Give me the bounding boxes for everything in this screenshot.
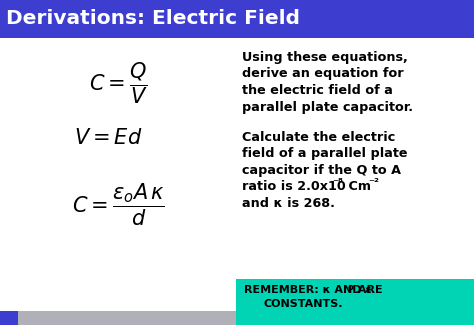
Text: CONSTANTS.: CONSTANTS. xyxy=(264,299,344,309)
Bar xyxy=(0,0,474,38)
Text: Using these equations,: Using these equations, xyxy=(242,51,408,64)
Bar xyxy=(18,311,236,325)
Bar xyxy=(0,311,18,325)
Text: and κ is 268.: and κ is 268. xyxy=(242,197,335,210)
Text: $C = \dfrac{Q}{V}$: $C = \dfrac{Q}{V}$ xyxy=(89,60,147,106)
Text: REMEMBER: κ AND ε: REMEMBER: κ AND ε xyxy=(244,285,372,295)
Text: ⁻²: ⁻² xyxy=(368,178,379,188)
Text: ARE: ARE xyxy=(354,285,383,295)
Text: Derivations: Electric Field: Derivations: Electric Field xyxy=(6,9,300,29)
Text: $V = Ed$: $V = Ed$ xyxy=(74,128,142,148)
Text: ⁻⁸: ⁻⁸ xyxy=(332,178,343,188)
Text: parallel plate capacitor.: parallel plate capacitor. xyxy=(242,100,413,113)
Bar xyxy=(236,279,474,325)
Text: derive an equation for: derive an equation for xyxy=(242,68,404,81)
Text: Calculate the electric: Calculate the electric xyxy=(242,131,395,144)
Text: Cm: Cm xyxy=(344,180,371,193)
Text: ratio is 2.0x10: ratio is 2.0x10 xyxy=(242,180,346,193)
Text: capacitor if the Q to A: capacitor if the Q to A xyxy=(242,164,401,177)
Text: the electric field of a: the electric field of a xyxy=(242,84,393,97)
Text: o: o xyxy=(348,283,354,292)
Text: field of a parallel plate: field of a parallel plate xyxy=(242,148,408,161)
Text: $C = \dfrac{\epsilon_o A\,\kappa}{d}$: $C = \dfrac{\epsilon_o A\,\kappa}{d}$ xyxy=(72,182,164,228)
